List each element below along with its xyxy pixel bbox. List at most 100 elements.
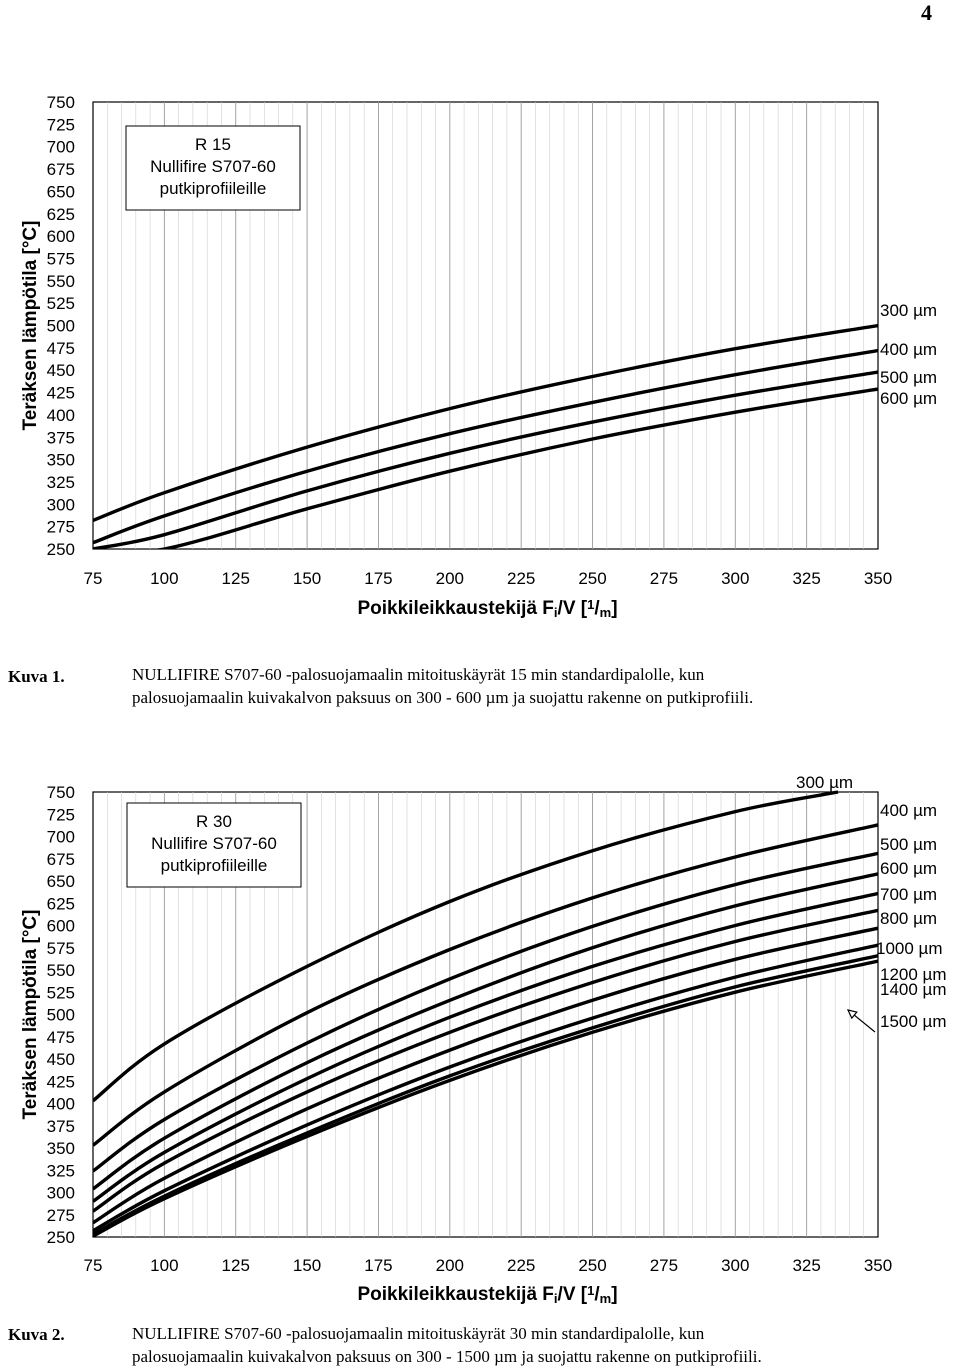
y-axis-label: Teräksen lämpötila [°C]: [20, 221, 41, 431]
x-tick-label: 200: [436, 1256, 464, 1275]
series-line-1500-m: [93, 959, 878, 1237]
x-axis-label: Poikkileikkaustekijä Fi/V [1/m]: [357, 597, 617, 620]
x-tick-label: 250: [578, 1256, 606, 1275]
y-tick-label: 275: [47, 518, 75, 537]
y-tick-label: 500: [47, 1006, 75, 1025]
y-tick-label: 600: [47, 227, 75, 246]
x-tick-label: 300: [721, 1256, 749, 1275]
chart-title-line: putkiprofiileille: [161, 856, 268, 875]
x-tick-label: 100: [150, 569, 178, 588]
y-tick-label: 425: [47, 384, 75, 403]
y-tick-label: 450: [47, 1050, 75, 1069]
series-label-500-m: 500 µm: [880, 368, 937, 387]
x-tick-label: 150: [293, 569, 321, 588]
chart-r15: 750 725 700 675 650 625 600 575 550 525 500 475 450 4…: [20, 93, 937, 620]
x-tick-label: 225: [507, 1256, 535, 1275]
y-tick-label: 250: [47, 540, 75, 559]
x-tick-label: 200: [436, 569, 464, 588]
y-tick-label: 675: [47, 160, 75, 179]
chart-title-line: R 15: [195, 135, 231, 154]
y-tick-label: 400: [47, 1095, 75, 1114]
series-label-500-m: 500 µm: [880, 835, 937, 854]
series-label-1200-m: 1200 µm: [880, 965, 947, 984]
x-tick-label: 275: [650, 569, 678, 588]
y-tick-label: 625: [47, 894, 75, 913]
caption-label-2: Kuva 2.: [8, 1325, 65, 1344]
series-line-500-m: [93, 851, 878, 1173]
x-tick-label: 175: [364, 1256, 392, 1275]
y-tick-label: 525: [47, 294, 75, 313]
y-tick-label: 325: [47, 1161, 75, 1180]
annotation-arrowhead: [846, 1009, 858, 1020]
caption-text-2-line2: palosuojamaalin kuivakalvon paksuus on 3…: [132, 1347, 762, 1366]
caption-label-1: Kuva 1.: [8, 667, 65, 686]
x-tick-label: 125: [222, 569, 250, 588]
chart-title-box: [126, 802, 302, 888]
caption-text-1-line1: NULLIFIRE S707-60 -palosuojamaalin mitoi…: [132, 665, 705, 684]
y-tick-label: 575: [47, 249, 75, 268]
series-label-800-m: 800 µm: [880, 909, 937, 928]
y-tick-label: 700: [47, 828, 75, 847]
series-line-700-m: [93, 891, 878, 1203]
series-label-400-m: 400 µm: [880, 340, 937, 359]
x-tick-label: 350: [864, 569, 892, 588]
x-tick-label: 125: [222, 1256, 250, 1275]
x-tick-label: 350: [864, 1256, 892, 1275]
y-tick-label: 525: [47, 983, 75, 1002]
y-tick-label: 375: [47, 1117, 75, 1136]
caption-text-1-line2: palosuojamaalin kuivakalvon paksuus on 3…: [132, 688, 754, 707]
series-line-400-m: [93, 823, 878, 1147]
y-tick-label: 275: [47, 1206, 75, 1225]
chart-title-line: Nullifire S707-60: [150, 157, 276, 176]
series-line-600-m: [93, 387, 878, 549]
x-tick-label: 275: [650, 1256, 678, 1275]
series-label-600-m: 600 µm: [880, 389, 937, 408]
page-number: 4: [921, 0, 932, 25]
series-label-300-m: 300 µm: [796, 773, 853, 792]
x-tick-label: 100: [150, 1256, 178, 1275]
y-tick-label: 650: [47, 872, 75, 891]
y-tick-label: 750: [47, 783, 75, 802]
chart-r30: 750 725 700 675 650 625 600 575 550 525 500 475 450 4…: [20, 773, 947, 1306]
y-tick-label: 350: [47, 451, 75, 470]
series-label-400-m: 400 µm: [880, 801, 937, 820]
x-tick-label: 250: [578, 569, 606, 588]
series-line-600-m: [93, 872, 878, 1191]
y-axis-label: Teräksen lämpötila [°C]: [20, 910, 41, 1120]
y-tick-label: 400: [47, 406, 75, 425]
y-tick-label: 500: [47, 317, 75, 336]
series-line-400-m: [93, 348, 878, 545]
y-tick-label: 700: [47, 138, 75, 157]
y-tick-label: 575: [47, 939, 75, 958]
series-line-1000-m: [93, 926, 878, 1225]
y-tick-label: 725: [47, 115, 75, 134]
y-tick-label: 750: [47, 93, 75, 112]
chart-title-line: R 30: [196, 812, 232, 831]
series-label-300-m: 300 µm: [880, 301, 937, 320]
y-tick-label: 250: [47, 1228, 75, 1247]
series-line-1400-m: [93, 954, 878, 1236]
series-label-1000-m: 1000 µm: [876, 939, 943, 958]
y-tick-label: 600: [47, 917, 75, 936]
x-tick-label: 150: [293, 1256, 321, 1275]
y-tick-label: 725: [47, 805, 75, 824]
y-tick-label: 325: [47, 473, 75, 492]
y-tick-label: 375: [47, 428, 75, 447]
x-tick-label: 225: [507, 569, 535, 588]
chart-title-box: [125, 125, 301, 211]
caption-text-2-line1: NULLIFIRE S707-60 -palosuojamaalin mitoi…: [132, 1324, 705, 1343]
series-line-300-m: [93, 790, 839, 1103]
series-label-1500-m: 1500 µm: [880, 1012, 947, 1031]
series-line-300-m: [93, 323, 878, 522]
x-tick-label: 300: [721, 569, 749, 588]
y-tick-label: 350: [47, 1139, 75, 1158]
x-tick-label: 175: [364, 569, 392, 588]
y-tick-label: 425: [47, 1072, 75, 1091]
series-line-800-m: [93, 908, 878, 1213]
y-tick-label: 450: [47, 361, 75, 380]
y-tick-label: 300: [47, 495, 75, 514]
series-label-600-m: 600 µm: [880, 859, 937, 878]
chart-title-line: putkiprofiileille: [160, 179, 267, 198]
y-tick-label: 550: [47, 272, 75, 291]
series-line-1200-m: [93, 943, 878, 1233]
